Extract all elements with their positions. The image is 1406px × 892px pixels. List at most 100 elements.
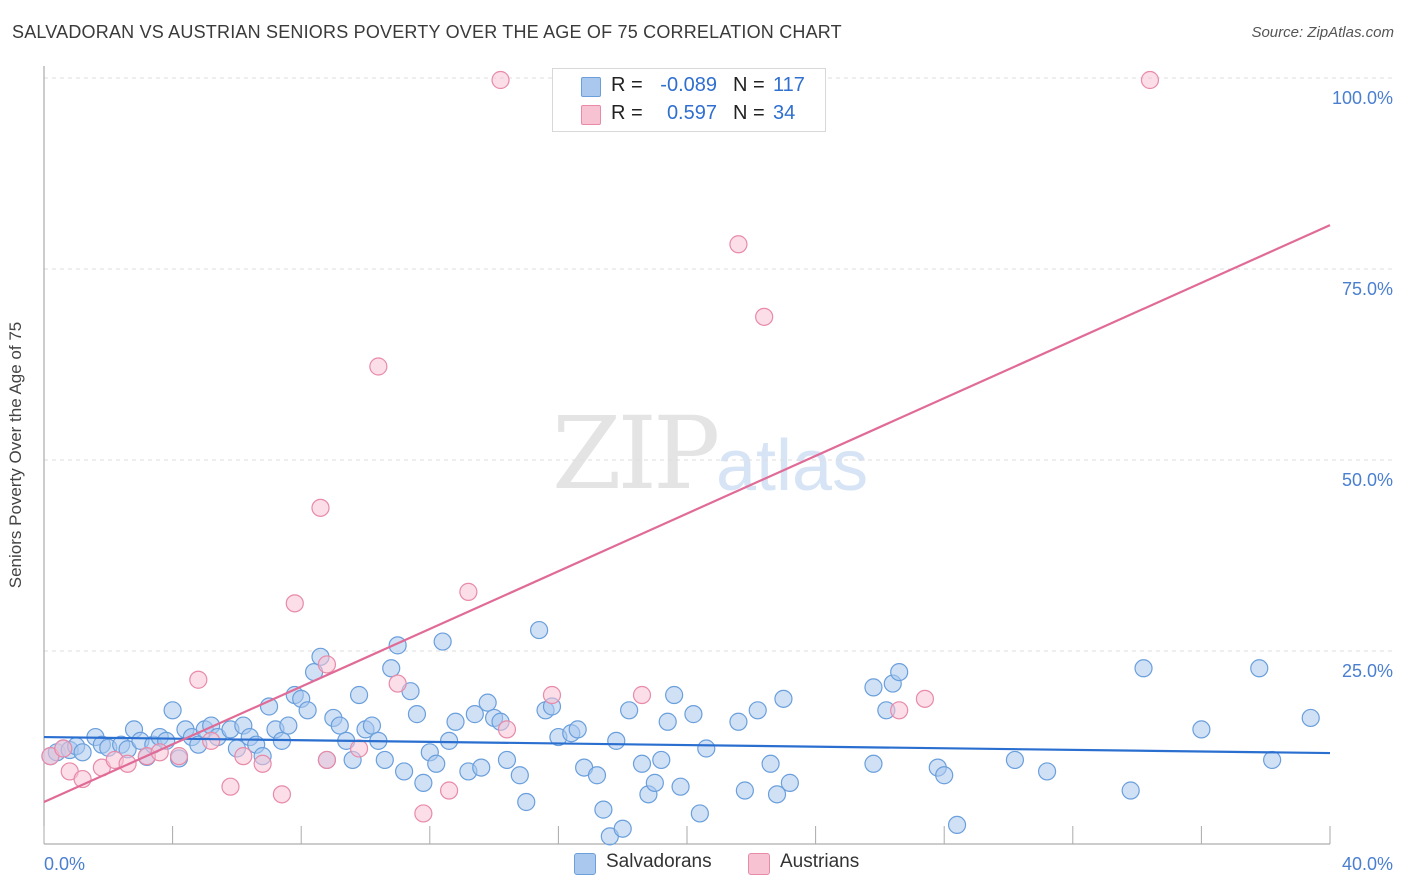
- data-point-austrians: [439, 781, 459, 800]
- data-point-austrians: [729, 235, 748, 254]
- legend-n-value: 117: [773, 74, 805, 96]
- data-point-salvadorans: [472, 758, 491, 777]
- data-point-salvadorans: [73, 743, 92, 762]
- legend-row-salvadorans: R = -0.089 N = 117: [553, 72, 825, 100]
- legend-label-austrians: Austrians: [780, 851, 860, 872]
- data-point-salvadorans: [407, 705, 427, 724]
- data-point-salvadorans: [465, 705, 484, 724]
- data-point-salvadorans: [620, 701, 639, 720]
- data-point-salvadorans: [446, 712, 465, 731]
- data-point-salvadorans: [735, 781, 754, 800]
- data-point-salvadorans: [478, 693, 497, 712]
- data-point-salvadorans: [279, 716, 298, 735]
- data-point-salvadorans: [594, 800, 613, 819]
- x-tick-label: 0.0%: [44, 854, 85, 874]
- data-point-salvadorans: [607, 731, 626, 750]
- data-point-salvadorans: [587, 766, 607, 785]
- series-legend: Salvadorans Austrians: [0, 851, 1406, 877]
- data-point-salvadorans: [1121, 781, 1140, 800]
- data-point-salvadorans: [864, 678, 883, 697]
- data-point-salvadorans: [1037, 762, 1057, 781]
- data-point-austrians: [491, 70, 510, 90]
- data-point-austrians: [202, 731, 221, 750]
- data-point-austrians: [414, 804, 433, 823]
- data-point-salvadorans: [163, 701, 182, 720]
- chart-title: SALVADORAN VS AUSTRIAN SENIORS POVERTY O…: [12, 22, 842, 42]
- data-point-salvadorans: [767, 785, 787, 804]
- data-point-salvadorans: [1134, 659, 1153, 678]
- data-point-salvadorans: [298, 701, 317, 720]
- legend-label-salvadorans: Salvadorans: [606, 851, 712, 872]
- source-label: Source: ZipAtlas.com: [1251, 24, 1394, 41]
- y-axis-label: Seniors Poverty Over the Age of 75: [6, 321, 25, 589]
- data-point-austrians: [915, 689, 935, 708]
- watermark-zip: ZIP: [552, 395, 720, 512]
- data-point-salvadorans: [510, 766, 529, 785]
- data-point-salvadorans: [382, 659, 401, 678]
- legend-n-label: N =: [733, 102, 765, 124]
- legend-r-label: R =: [611, 74, 643, 96]
- data-point-salvadorans: [517, 792, 536, 812]
- data-point-salvadorans: [774, 689, 793, 708]
- data-point-salvadorans: [671, 777, 690, 796]
- data-point-salvadorans: [632, 754, 652, 773]
- data-point-salvadorans: [780, 773, 799, 792]
- data-point-austrians: [459, 582, 478, 601]
- data-point-salvadorans: [935, 766, 954, 785]
- data-point-salvadorans: [433, 632, 452, 651]
- data-point-salvadorans: [349, 685, 369, 705]
- legend-swatch-salvadorans: [574, 853, 596, 875]
- data-point-salvadorans: [645, 773, 664, 792]
- data-point-salvadorans: [864, 754, 883, 773]
- data-point-salvadorans: [684, 705, 703, 724]
- legend-r-value: -0.089: [660, 74, 717, 96]
- data-point-austrians: [189, 670, 208, 689]
- data-point-salvadorans: [427, 754, 446, 773]
- data-point-austrians: [632, 685, 652, 705]
- y-tick-label: 75.0%: [1342, 279, 1393, 299]
- data-point-austrians: [369, 357, 388, 376]
- data-point-austrians: [542, 685, 562, 705]
- data-point-austrians: [234, 747, 253, 766]
- y-tick-label: 100.0%: [1332, 88, 1393, 108]
- data-point-salvadorans: [1192, 720, 1211, 739]
- data-point-austrians: [890, 701, 909, 720]
- data-point-austrians: [497, 720, 517, 739]
- data-point-salvadorans: [665, 685, 684, 705]
- data-point-salvadorans: [947, 815, 967, 835]
- legend-r-label: R =: [611, 102, 643, 124]
- data-point-salvadorans: [613, 819, 632, 838]
- correlation-legend: R = -0.089 N = 117 R = 0.597 N = 34: [552, 68, 826, 132]
- data-point-salvadorans: [394, 762, 414, 781]
- legend-r-value: 0.597: [666, 102, 717, 124]
- legend-n-value: 34: [773, 102, 796, 124]
- data-point-austrians: [311, 498, 330, 517]
- data-point-salvadorans: [1005, 750, 1025, 770]
- data-point-salvadorans: [1263, 750, 1282, 770]
- data-point-salvadorans: [330, 716, 349, 735]
- data-point-salvadorans: [652, 750, 671, 770]
- data-point-austrians: [349, 739, 369, 758]
- data-point-salvadorans: [439, 731, 459, 750]
- legend-swatch-salvadorans: [581, 77, 601, 97]
- y-tick-label: 25.0%: [1342, 661, 1393, 681]
- data-point-salvadorans: [729, 712, 748, 731]
- data-point-salvadorans: [414, 773, 433, 792]
- data-point-salvadorans: [1301, 708, 1320, 728]
- trend-line-austrians: [43, 224, 1331, 803]
- data-point-salvadorans: [690, 804, 709, 823]
- data-point-austrians: [388, 674, 407, 693]
- data-point-salvadorans: [375, 750, 394, 770]
- data-point-austrians: [221, 777, 240, 796]
- data-point-salvadorans: [761, 754, 780, 773]
- data-point-salvadorans: [568, 720, 587, 739]
- data-point-austrians: [272, 785, 292, 804]
- data-point-salvadorans: [1250, 659, 1269, 678]
- data-point-austrians: [285, 594, 304, 613]
- trend-line-salvadorans: [43, 735, 1331, 755]
- legend-swatch-austrians: [581, 105, 601, 125]
- legend-n-label: N =: [733, 74, 765, 96]
- data-point-austrians: [755, 307, 774, 326]
- data-point-salvadorans: [497, 750, 517, 770]
